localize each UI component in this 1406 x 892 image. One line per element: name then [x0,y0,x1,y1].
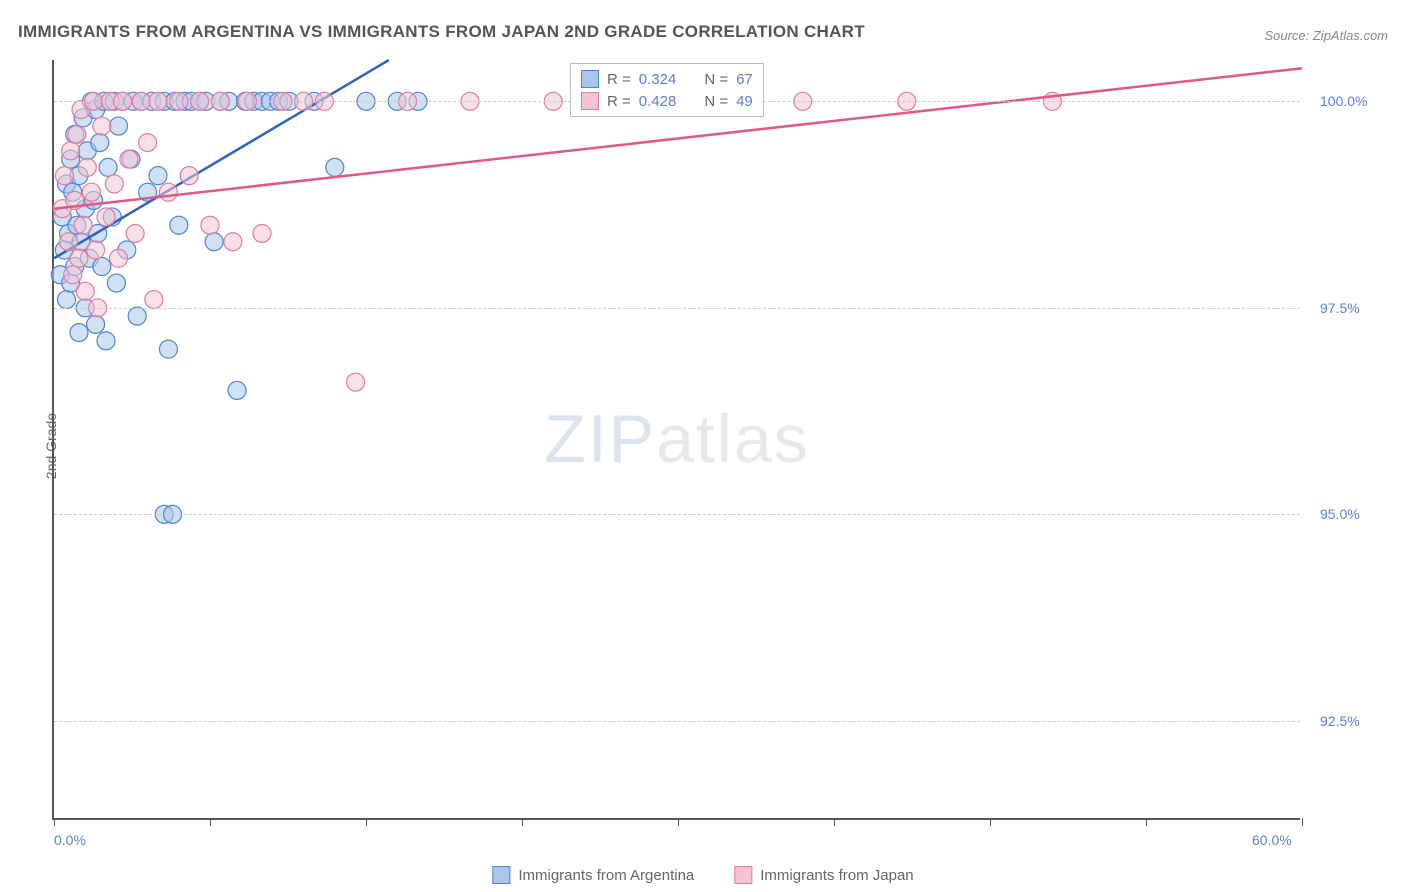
r-value: 0.324 [639,71,677,88]
legend-swatch [734,866,752,884]
data-point-argentina [87,315,105,333]
data-point-japan [64,266,82,284]
legend-series-label: Immigrants from Argentina [518,867,694,884]
y-tick-label: 100.0% [1320,93,1367,109]
n-value: 67 [736,71,753,88]
data-point-argentina [128,307,146,325]
legend-series-label: Immigrants from Japan [760,867,913,884]
legend-stat-row: R = 0.428 N = 49 [581,90,753,112]
x-tick [54,818,55,826]
data-point-japan [159,183,177,201]
gridline [54,308,1300,309]
data-point-argentina [97,332,115,350]
data-point-argentina [159,340,177,358]
n-value: 49 [736,93,753,110]
legend-stats: R = 0.324 N = 67 R = 0.428 N = 49 [570,63,764,117]
data-point-japan [97,208,115,226]
x-tick [990,818,991,826]
data-point-japan [145,291,163,309]
chart-title: IMMIGRANTS FROM ARGENTINA VS IMMIGRANTS … [18,22,865,42]
y-tick-label: 92.5% [1320,713,1360,729]
data-point-japan [93,117,111,135]
legend-swatch [492,866,510,884]
legend-swatch [581,92,599,110]
y-tick-label: 95.0% [1320,506,1360,522]
legend-series-item: Immigrants from Japan [734,866,913,884]
r-label: R = [607,71,631,88]
x-tick [1146,818,1147,826]
x-tick [522,818,523,826]
data-point-argentina [93,258,111,276]
data-point-argentina [170,216,188,234]
data-point-japan [109,249,127,267]
data-point-japan [253,224,271,242]
data-point-argentina [70,324,88,342]
data-point-japan [74,216,92,234]
data-point-argentina [228,381,246,399]
data-point-japan [82,183,100,201]
source-attribution: Source: ZipAtlas.com [1264,28,1388,43]
data-point-japan [120,150,138,168]
n-label: N = [704,71,728,88]
plot-area: ZIPatlas 0.0%60.0% [52,60,1300,820]
data-point-japan [62,142,80,160]
data-point-argentina [205,233,223,251]
n-label: N = [704,93,728,110]
x-tick [1302,818,1303,826]
correlation-chart: IMMIGRANTS FROM ARGENTINA VS IMMIGRANTS … [0,0,1406,892]
legend-series-item: Immigrants from Argentina [492,866,694,884]
data-point-argentina [91,134,109,152]
data-point-japan [180,167,198,185]
data-point-japan [55,167,73,185]
data-point-japan [126,224,144,242]
data-point-japan [224,233,242,251]
r-label: R = [607,93,631,110]
r-value: 0.428 [639,93,677,110]
gridline [54,514,1300,515]
scatter-svg [54,60,1300,818]
data-point-japan [60,233,78,251]
data-point-japan [70,249,88,267]
data-point-argentina [326,158,344,176]
data-point-japan [347,373,365,391]
data-point-japan [68,125,86,143]
data-point-japan [105,175,123,193]
data-point-japan [76,282,94,300]
legend-series: Immigrants from Argentina Immigrants from… [492,866,913,884]
x-range-label: 0.0% [54,832,86,848]
data-point-argentina [107,274,125,292]
data-point-argentina [57,291,75,309]
data-point-japan [201,216,219,234]
y-tick-label: 97.5% [1320,300,1360,316]
x-range-label: 60.0% [1252,832,1292,848]
data-point-argentina [99,158,117,176]
data-point-argentina [109,117,127,135]
x-tick [834,818,835,826]
gridline [54,721,1300,722]
data-point-japan [139,134,157,152]
x-tick [678,818,679,826]
x-tick [366,818,367,826]
legend-swatch [581,70,599,88]
legend-stat-row: R = 0.324 N = 67 [581,68,753,90]
data-point-japan [78,158,96,176]
data-point-argentina [149,167,167,185]
data-point-japan [87,241,105,259]
x-tick [210,818,211,826]
